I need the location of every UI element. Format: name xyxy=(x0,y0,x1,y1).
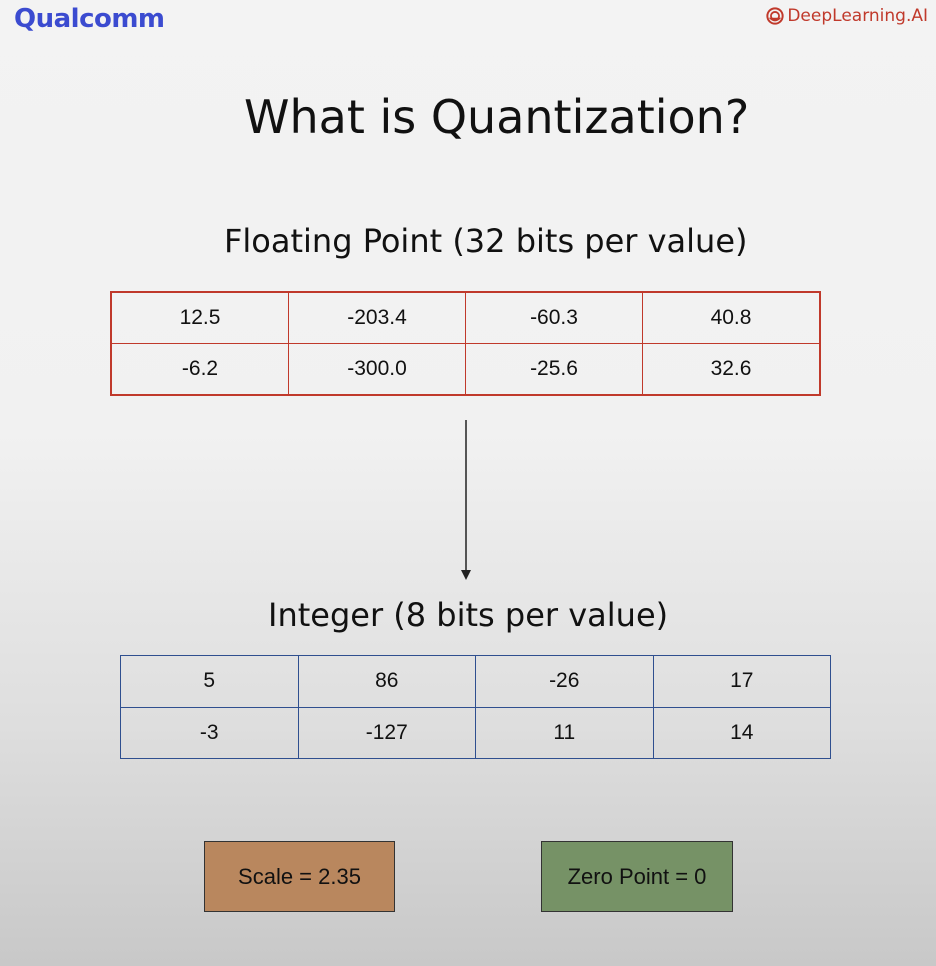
table-cell: 32.6 xyxy=(642,343,821,396)
table-cell: -127 xyxy=(297,706,476,759)
scale-box: Scale = 2.35 xyxy=(204,841,395,912)
table-row: -6.2 -300.0 -25.6 32.6 xyxy=(110,343,821,396)
floating-point-heading: Floating Point (32 bits per value) xyxy=(224,222,748,260)
table-row: 12.5 -203.4 -60.3 40.8 xyxy=(110,291,821,344)
table-cell: -300.0 xyxy=(288,343,466,396)
table-cell: -6.2 xyxy=(110,343,289,396)
table-row: -3 -127 11 14 xyxy=(120,706,831,759)
integer-heading: Integer (8 bits per value) xyxy=(268,596,669,634)
floating-point-table: 12.5 -203.4 -60.3 40.8 -6.2 -300.0 -25.6… xyxy=(110,291,821,396)
zero-point-box: Zero Point = 0 xyxy=(541,841,733,912)
arrow-down-icon xyxy=(461,420,471,580)
table-cell: -60.3 xyxy=(465,291,643,344)
table-cell: 14 xyxy=(652,706,831,759)
deeplearning-logo-icon xyxy=(766,7,784,25)
table-cell: -3 xyxy=(120,706,299,759)
table-row: 5 86 -26 17 xyxy=(120,655,831,708)
table-cell: -25.6 xyxy=(465,343,643,396)
integer-table: 5 86 -26 17 -3 -127 11 14 xyxy=(120,655,831,759)
page-title: What is Quantization? xyxy=(244,90,750,144)
table-cell: 5 xyxy=(120,655,299,708)
deeplearning-logo: DeepLearning.AI xyxy=(766,6,928,26)
table-cell: 11 xyxy=(475,706,654,759)
deeplearning-logo-text: DeepLearning.AI xyxy=(787,6,928,26)
table-cell: 40.8 xyxy=(642,291,821,344)
qualcomm-logo: Qualcomm xyxy=(14,4,165,34)
table-cell: 86 xyxy=(297,655,476,708)
table-cell: 17 xyxy=(652,655,831,708)
table-cell: -26 xyxy=(475,655,654,708)
table-cell: -203.4 xyxy=(288,291,466,344)
table-cell: 12.5 xyxy=(110,291,289,344)
